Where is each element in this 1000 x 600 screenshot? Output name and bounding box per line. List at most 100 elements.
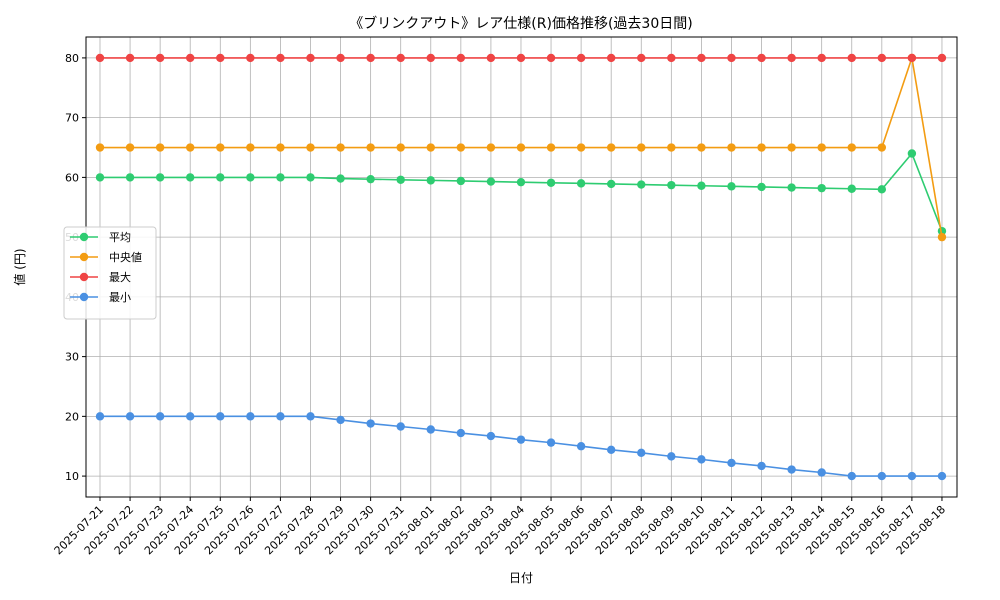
data-point [396, 422, 405, 431]
data-point [576, 442, 586, 451]
data-point [486, 431, 496, 441]
data-point [306, 173, 315, 182]
data-point [727, 53, 736, 63]
data-point [456, 428, 466, 438]
data-point [336, 415, 345, 425]
data-point [155, 412, 165, 421]
data-point [456, 53, 466, 63]
series-0 [95, 149, 947, 236]
legend-swatch-marker [79, 252, 89, 262]
data-point [366, 53, 375, 63]
series-layer [95, 53, 947, 481]
data-point [276, 412, 285, 421]
data-point [937, 232, 947, 242]
data-point [817, 183, 826, 193]
data-point [727, 182, 736, 191]
legend-item: 中央値 [70, 251, 142, 264]
data-point [637, 448, 646, 457]
legend-item: 最大 [70, 270, 131, 284]
data-point [877, 53, 887, 63]
legend-swatch-marker [79, 292, 89, 302]
data-point [516, 53, 526, 63]
data-point [877, 185, 887, 194]
data-point [216, 412, 225, 421]
data-point [667, 452, 676, 461]
data-point [95, 173, 105, 182]
data-point [95, 53, 105, 63]
data-point [336, 174, 345, 183]
y-axis-label: 値 (円) [12, 248, 27, 285]
data-point [306, 412, 315, 421]
data-point [456, 176, 466, 186]
data-point [155, 173, 165, 182]
axis-layer: 2025-07-212025-07-222025-07-232025-07-24… [52, 52, 948, 557]
legend-label: 平均 [109, 231, 131, 244]
data-point [757, 143, 766, 152]
data-point [456, 143, 466, 152]
data-point [125, 412, 135, 421]
data-point [697, 53, 706, 63]
data-point [637, 143, 646, 152]
data-point [396, 53, 405, 63]
y-tick-label: 80 [65, 52, 79, 65]
data-point [516, 143, 526, 152]
data-point [276, 143, 285, 152]
legend-label: 最大 [109, 270, 131, 284]
legend-item: 平均 [70, 231, 131, 244]
data-point [787, 465, 796, 474]
data-point [486, 53, 496, 63]
data-point [907, 471, 917, 481]
data-point [546, 178, 556, 187]
data-point [336, 143, 345, 152]
data-point [306, 53, 315, 63]
data-point [246, 173, 255, 182]
data-point [155, 143, 165, 152]
y-tick-label: 60 [65, 171, 79, 184]
data-point [697, 455, 706, 464]
legend-label: 最小 [109, 291, 131, 304]
y-tick-label: 70 [65, 112, 79, 125]
data-point [276, 173, 285, 182]
data-point [847, 471, 856, 481]
data-point [246, 143, 255, 152]
data-point [486, 143, 496, 152]
data-point [817, 143, 826, 152]
data-point [576, 179, 586, 188]
data-point [937, 471, 947, 481]
data-point [606, 53, 616, 63]
data-point [877, 471, 887, 481]
data-point [95, 143, 105, 152]
data-point [606, 445, 616, 455]
data-point [125, 143, 135, 152]
y-tick-label: 30 [65, 351, 79, 364]
data-point [336, 53, 345, 63]
series-2 [95, 53, 947, 63]
legend-swatch-marker [79, 232, 89, 242]
data-point [426, 143, 435, 152]
data-point [697, 181, 706, 190]
x-axis-label: 日付 [509, 571, 533, 585]
data-point [486, 177, 496, 186]
data-point [576, 53, 586, 63]
data-point [276, 53, 285, 63]
data-point [907, 53, 917, 63]
data-point [546, 438, 556, 447]
data-point [757, 53, 766, 63]
legend-label: 中央値 [109, 251, 142, 264]
data-point [667, 143, 676, 152]
data-point [697, 143, 706, 152]
data-point [787, 53, 796, 63]
data-point [366, 174, 375, 184]
data-point [667, 53, 676, 63]
data-point [847, 143, 856, 152]
data-point [516, 435, 526, 444]
data-point [877, 143, 887, 152]
series-3 [95, 412, 947, 481]
data-point [125, 53, 135, 63]
data-point [186, 412, 195, 421]
data-point [817, 53, 826, 63]
chart-title: 《ブリンクアウト》レア仕様(R)価格推移(過去30日間) [349, 15, 692, 32]
data-point [125, 173, 135, 182]
data-point [847, 184, 856, 193]
